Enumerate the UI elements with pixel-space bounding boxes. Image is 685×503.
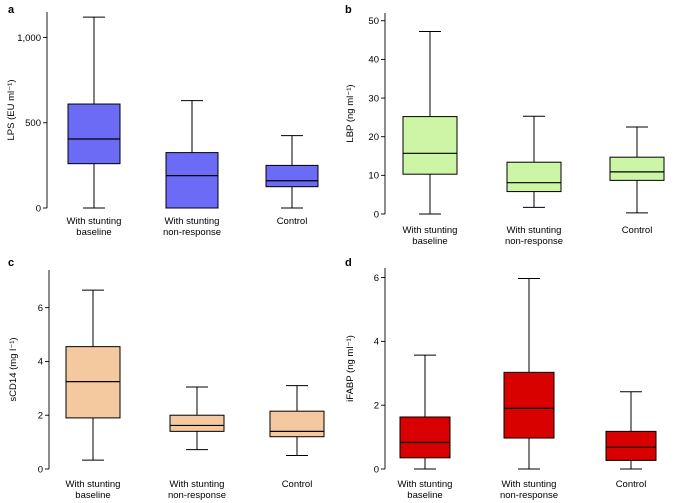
x-category-label: With stunting [403, 225, 458, 236]
y-tick-label: 6 [38, 303, 43, 314]
y-tick-label: 2 [374, 400, 379, 411]
x-category-label: non-response [505, 236, 563, 247]
y-tick-label: 30 [368, 93, 379, 104]
panel-letter: a [8, 4, 15, 16]
x-category-label: non-response [500, 490, 558, 501]
x-category-label: Control [277, 216, 308, 227]
y-tick-label: 6 [374, 273, 379, 284]
y-tick-label: 50 [368, 16, 379, 27]
box-iqr [265, 164, 319, 188]
box-iqr [609, 156, 665, 181]
x-category-label: baseline [407, 490, 442, 501]
y-tick-label: 40 [368, 55, 379, 66]
x-category-label: Control [622, 225, 653, 236]
box-iqr [503, 371, 555, 439]
box-1 [65, 289, 121, 461]
panel-letter: c [8, 257, 14, 269]
y-tick-label: 4 [38, 357, 43, 368]
x-category-label: With stunting [502, 479, 557, 490]
x-category-label: Control [616, 479, 647, 490]
y-tick-label: 2 [38, 411, 43, 422]
x-category-label: Control [282, 479, 313, 490]
y-tick-label: 0 [374, 209, 379, 220]
x-category-label: With stunting [507, 225, 562, 236]
x-category-label: With stunting [170, 479, 225, 490]
box-2 [503, 278, 555, 470]
y-axis-title: LBP (ng ml⁻¹) [345, 84, 356, 142]
box-3 [609, 126, 665, 214]
x-category-label: non-response [168, 490, 226, 501]
x-category-label: baseline [412, 236, 447, 247]
box-3 [265, 135, 319, 209]
y-tick-label: 1,000 [17, 33, 41, 44]
box-iqr [67, 103, 121, 165]
panel-letter: d [345, 257, 352, 269]
y-tick-label: 10 [368, 171, 379, 182]
x-category-label: baseline [76, 227, 111, 238]
box-iqr [269, 410, 325, 438]
box-iqr [605, 430, 657, 461]
x-category-label: With stunting [66, 479, 121, 490]
x-category-label: With stunting [165, 216, 220, 227]
y-tick-label: 4 [374, 337, 379, 348]
y-tick-label: 0 [38, 464, 43, 475]
x-category-label: With stunting [67, 216, 122, 227]
box-3 [605, 391, 657, 470]
x-category-label: With stunting [398, 479, 453, 490]
box-iqr [402, 116, 458, 175]
box-iqr [169, 414, 225, 432]
x-category-label: baseline [75, 490, 110, 501]
box-iqr [65, 346, 121, 419]
y-axis-title: iFABP (ng ml⁻¹) [345, 335, 356, 402]
x-category-label: non-response [163, 227, 221, 238]
y-axis-title: sCD14 (mg l⁻¹) [8, 337, 19, 401]
box-2 [169, 386, 225, 451]
box-iqr [399, 416, 451, 459]
panel-letter: b [345, 4, 352, 16]
box-1 [402, 31, 458, 215]
box-1 [67, 16, 121, 209]
box-iqr [506, 161, 562, 193]
y-axis-title: LPS (EU ml⁻¹) [6, 80, 17, 141]
box-2 [165, 100, 219, 209]
box-iqr [165, 152, 219, 209]
box-2 [506, 115, 562, 208]
y-tick-label: 0 [374, 464, 379, 475]
y-tick-label: 500 [25, 118, 41, 129]
box-3 [269, 385, 325, 457]
box-1 [399, 354, 451, 470]
y-tick-label: 0 [36, 203, 41, 214]
y-tick-label: 20 [368, 132, 379, 143]
